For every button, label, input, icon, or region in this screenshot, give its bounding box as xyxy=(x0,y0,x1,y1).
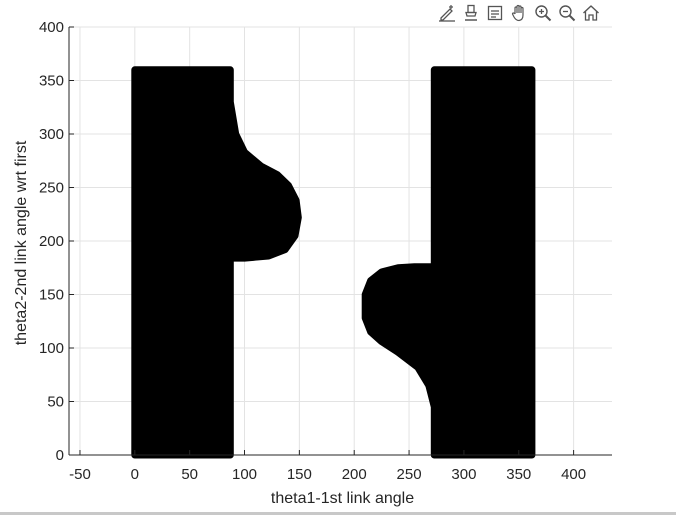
y-tick-label: 200 xyxy=(39,233,64,250)
axes-toolbar xyxy=(436,2,614,24)
scatter-region-1 xyxy=(131,66,302,459)
window-bottom-border xyxy=(0,512,676,515)
y-tick-label: 400 xyxy=(39,19,64,36)
y-tick-label: 150 xyxy=(39,287,64,304)
y-tick-label: 250 xyxy=(39,180,64,197)
x-tick-label: 100 xyxy=(232,466,257,483)
x-tick-label: 0 xyxy=(131,466,139,483)
zoom-in-button[interactable] xyxy=(532,2,554,24)
zoom-out-icon xyxy=(559,5,576,22)
axes xyxy=(68,26,612,456)
y-axis-label: theta2-2nd link angle wrt first xyxy=(13,140,30,345)
scatter-region-2 xyxy=(361,66,536,459)
brush-button[interactable] xyxy=(484,2,506,24)
y-tick-label: 300 xyxy=(39,126,64,143)
y-tick-label: 350 xyxy=(39,73,64,90)
zoom-in-icon xyxy=(535,5,552,22)
x-tick-label: 200 xyxy=(342,466,367,483)
tick-labels: -50 0 50 100 150 200 250 300 350 400 0 50 100 150 200 2… xyxy=(39,19,586,483)
x-tick-label: 50 xyxy=(181,466,198,483)
x-tick-label: 350 xyxy=(506,466,531,483)
brush-icon xyxy=(487,5,503,21)
y-tick-label: 0 xyxy=(56,447,64,464)
edit-plot-button[interactable] xyxy=(436,2,458,24)
home-icon xyxy=(583,5,599,21)
y-tick-label: 50 xyxy=(47,394,64,411)
x-tick-label: 150 xyxy=(287,466,312,483)
data-tips-button[interactable] xyxy=(460,2,482,24)
data-tips-icon xyxy=(465,4,477,21)
pan-button[interactable] xyxy=(508,2,530,24)
home-button[interactable] xyxy=(580,2,602,24)
plot-data xyxy=(131,66,536,459)
edit-plot-icon xyxy=(439,5,455,22)
y-tick-label: 100 xyxy=(39,340,64,357)
zoom-out-button[interactable] xyxy=(556,2,578,24)
pan-icon xyxy=(511,4,524,22)
x-tick-label: 250 xyxy=(397,466,422,483)
x-tick-label: 400 xyxy=(561,466,586,483)
x-tick-label: 300 xyxy=(451,466,476,483)
x-axis-label: theta1-1st link angle xyxy=(271,490,414,507)
x-tick-label: -50 xyxy=(69,466,91,483)
